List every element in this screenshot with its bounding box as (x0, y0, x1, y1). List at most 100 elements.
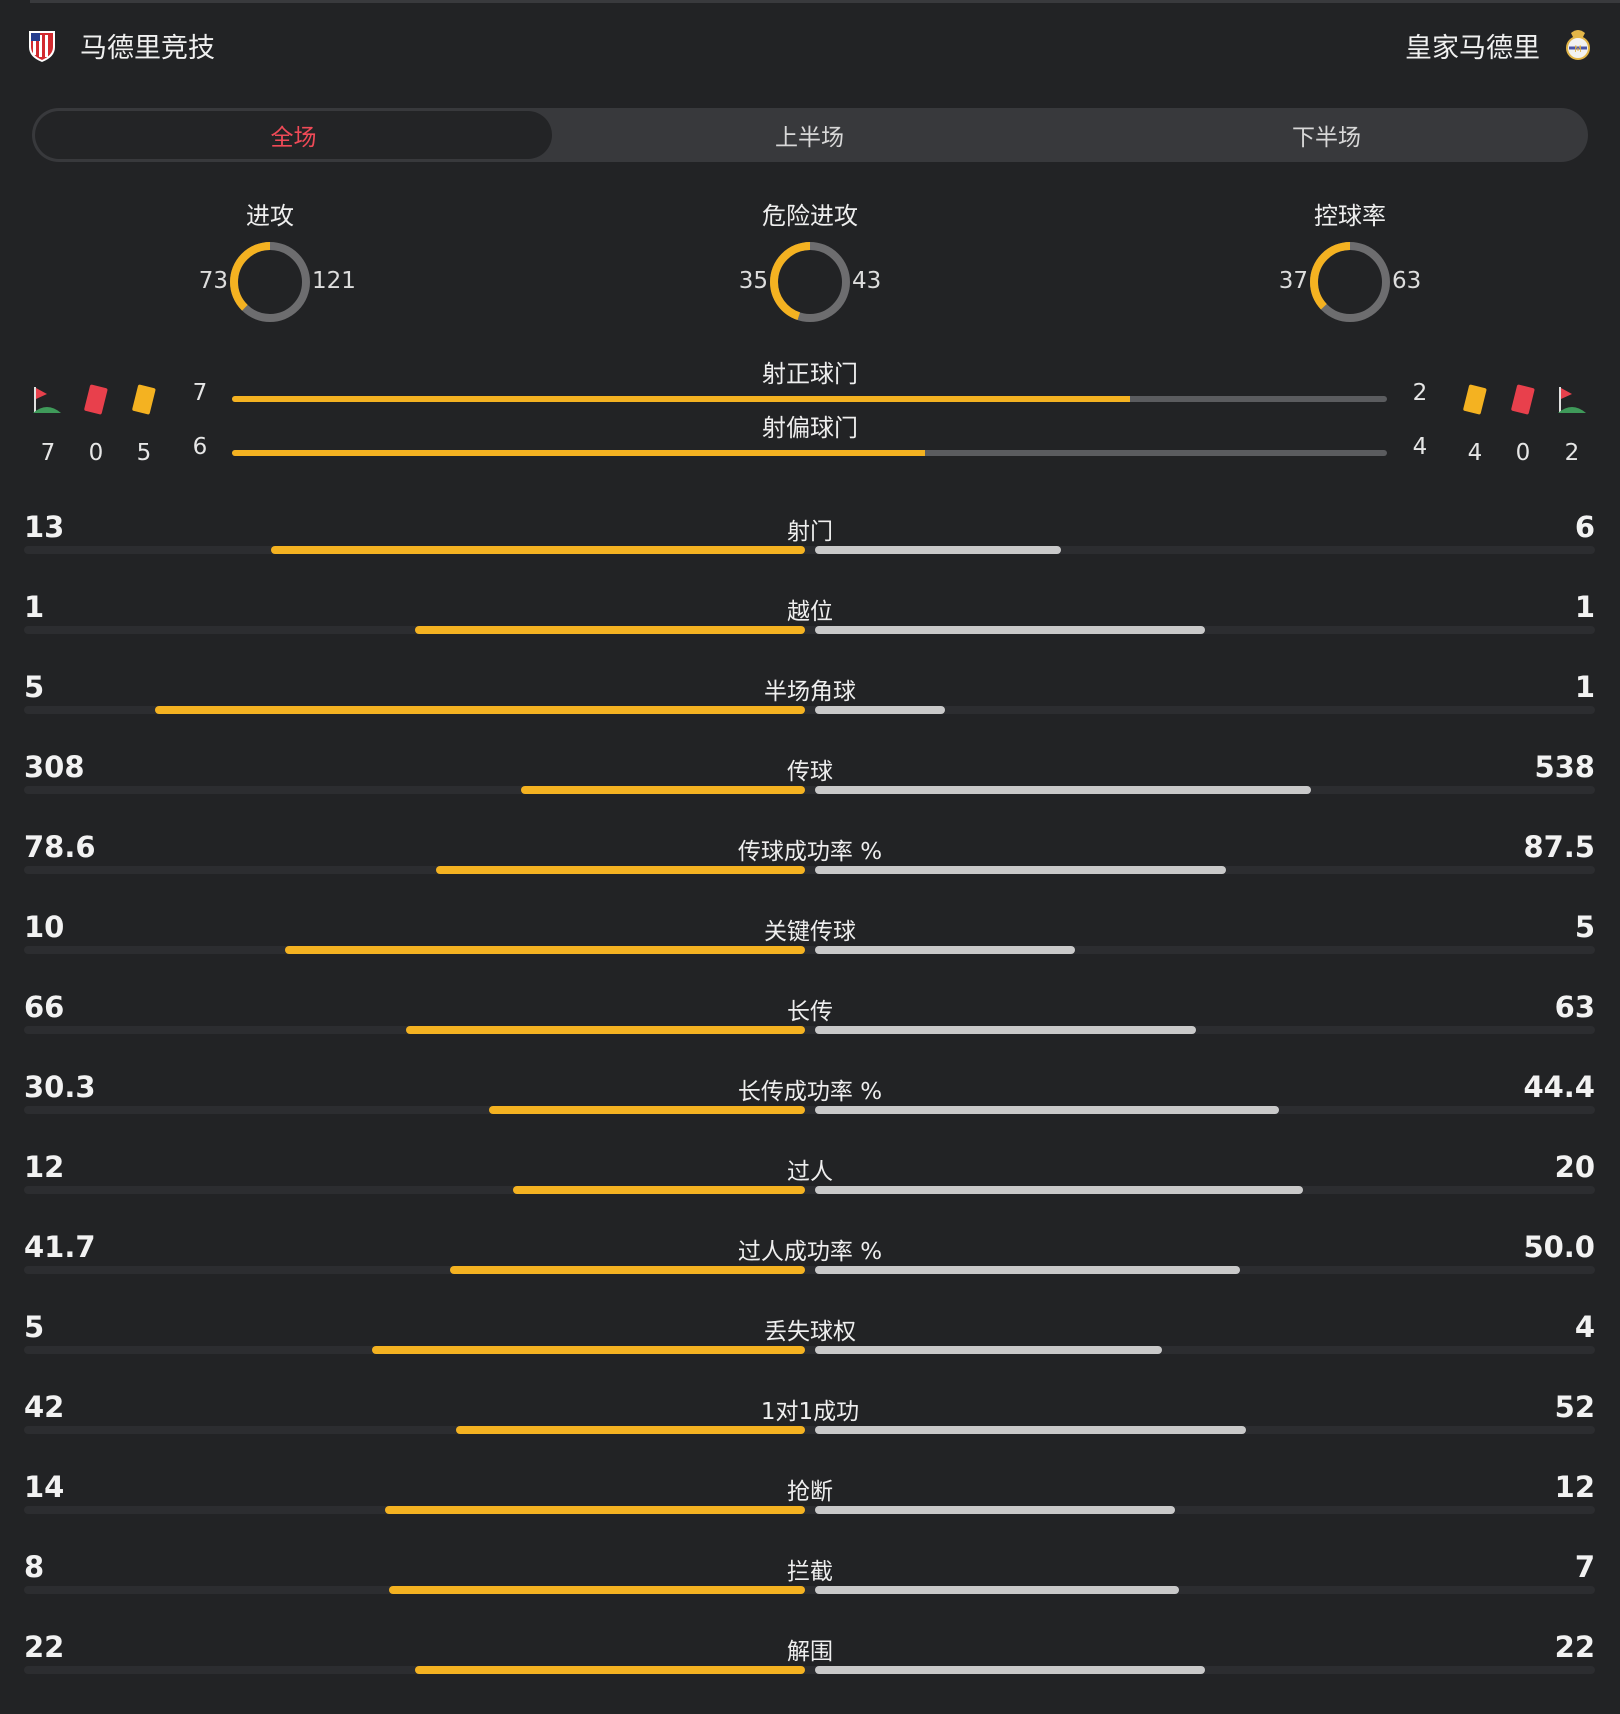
home-team[interactable]: 马德里竞技 (24, 22, 215, 68)
stat-home-bar (415, 1666, 805, 1674)
donut-home-arc (230, 242, 310, 322)
donut-away-value: 121 (312, 268, 356, 294)
away-corners-count: 2 (1564, 440, 1580, 466)
stat-away-value: 44.4 (1523, 1070, 1595, 1104)
donut-title: 进攻 (246, 202, 294, 230)
shot-home-value: 7 (192, 380, 208, 406)
possession-donut: 控球率 37 63 (1200, 196, 1500, 336)
svg-text:M: M (1574, 45, 1582, 55)
stat-track (24, 786, 1595, 794)
stat-away-bar (815, 1106, 1279, 1114)
stat-home-bar (415, 626, 805, 634)
dangerous-attacks-donut: 危险进攻 35 43 (660, 196, 960, 336)
stat-row-clearances: 22 解围 22 (0, 1620, 1620, 1700)
corner-flag-icon (1555, 382, 1589, 418)
donut-away-value: 43 (852, 268, 882, 294)
stat-home-value: 8 (24, 1550, 45, 1584)
red-card-icon (79, 382, 113, 418)
stat-away-bar (815, 626, 1205, 634)
donut-title: 控球率 (1314, 202, 1386, 230)
donut-home-arc (1310, 242, 1390, 322)
away-team[interactable]: 皇家马德里 M (1405, 22, 1596, 68)
stat-label: 过人成功率 % (737, 1239, 883, 1265)
donut-away-value: 63 (1392, 268, 1422, 294)
shot-home-fill (232, 396, 1131, 402)
shot-away-value: 4 (1412, 434, 1428, 460)
red-card-icon (1506, 382, 1540, 418)
stat-home-bar (371, 1346, 805, 1354)
stat-track (24, 1106, 1595, 1114)
donut-chart (1310, 242, 1390, 322)
stat-away-value: 1 (1574, 590, 1595, 624)
stat-track (24, 1506, 1595, 1514)
stat-away-bar (815, 786, 1312, 794)
stat-row-interceptions: 8 拦截 7 (0, 1540, 1620, 1620)
stat-track (24, 1426, 1595, 1434)
stat-away-bar (815, 1346, 1162, 1354)
stat-away-bar (815, 546, 1062, 554)
attacks-donut: 进攻 73 121 (120, 196, 420, 336)
stat-home-value: 13 (24, 510, 65, 544)
stat-away-value: 12 (1554, 1470, 1595, 1504)
yellow-card-icon (1458, 382, 1492, 418)
stat-home-bar (271, 546, 805, 554)
stat-label: 越位 (787, 599, 833, 625)
home-yellow-cards-count: 5 (136, 440, 152, 466)
stat-row-tackles: 14 抢断 12 (0, 1460, 1620, 1540)
stat-away-bar (815, 1666, 1205, 1674)
stat-away-bar (815, 1586, 1179, 1594)
stat-label: 射门 (787, 519, 833, 545)
match-header: 马德里竞技 皇家马德里 M (0, 22, 1620, 68)
shot-home-value: 6 (192, 434, 208, 460)
stat-home-value: 308 (24, 750, 85, 784)
stat-away-bar (815, 1426, 1247, 1434)
stat-away-value: 7 (1574, 1550, 1595, 1584)
stat-home-bar (488, 1106, 805, 1114)
stat-row-dribble-success: 41.7 过人成功率 % 50.0 (0, 1220, 1620, 1300)
stat-away-bar (815, 1186, 1303, 1194)
stat-home-value: 5 (24, 1310, 45, 1344)
stat-away-value: 5 (1574, 910, 1595, 944)
stat-row-duels-won: 42 1对1成功 52 (0, 1380, 1620, 1460)
stat-row-half-corners: 5 半场角球 1 (0, 660, 1620, 740)
stat-label: 抢断 (787, 1479, 833, 1505)
stat-home-bar (435, 866, 805, 874)
stat-track (24, 1026, 1595, 1034)
tab-full-match[interactable]: 全场 (35, 111, 552, 159)
donut-chart (770, 242, 850, 322)
stat-away-bar (815, 1506, 1175, 1514)
stat-away-value: 50.0 (1523, 1230, 1595, 1264)
stat-home-value: 14 (24, 1470, 65, 1504)
shot-track (232, 396, 1387, 402)
donut-home-value: 35 (738, 268, 768, 294)
stat-away-value: 1 (1574, 670, 1595, 704)
stat-home-value: 78.6 (24, 830, 96, 864)
shot-label: 射正球门 (762, 360, 858, 388)
stat-row-passes: 308 传球 538 (0, 740, 1620, 820)
stat-label: 解围 (787, 1639, 833, 1665)
donut-title: 危险进攻 (762, 202, 858, 230)
stat-home-bar (512, 1186, 805, 1194)
stat-label: 关键传球 (764, 919, 856, 945)
stat-track (24, 1586, 1595, 1594)
corner-flag-icon (30, 382, 64, 418)
stat-home-value: 5 (24, 670, 45, 704)
tab-second-half[interactable]: 下半场 (1292, 125, 1361, 151)
stat-label: 半场角球 (764, 679, 856, 705)
stat-home-value: 66 (24, 990, 65, 1024)
stat-label: 传球 (787, 759, 833, 785)
stat-home-bar (155, 706, 805, 714)
away-yellow-cards-count: 4 (1467, 440, 1483, 466)
stat-home-value: 42 (24, 1390, 65, 1424)
stat-home-bar (450, 1266, 805, 1274)
stat-away-value: 6 (1574, 510, 1595, 544)
tab-first-half[interactable]: 上半场 (775, 125, 844, 151)
stat-label: 1对1成功 (760, 1399, 860, 1425)
stat-away-bar (815, 1266, 1241, 1274)
donut-chart (230, 242, 310, 322)
stat-row-pass-accuracy: 78.6 传球成功率 % 87.5 (0, 820, 1620, 900)
away-red-cards-count: 0 (1515, 440, 1531, 466)
donut-home-value: 73 (198, 268, 228, 294)
stat-label: 丢失球权 (764, 1319, 856, 1345)
stat-label: 长传 (787, 999, 833, 1025)
